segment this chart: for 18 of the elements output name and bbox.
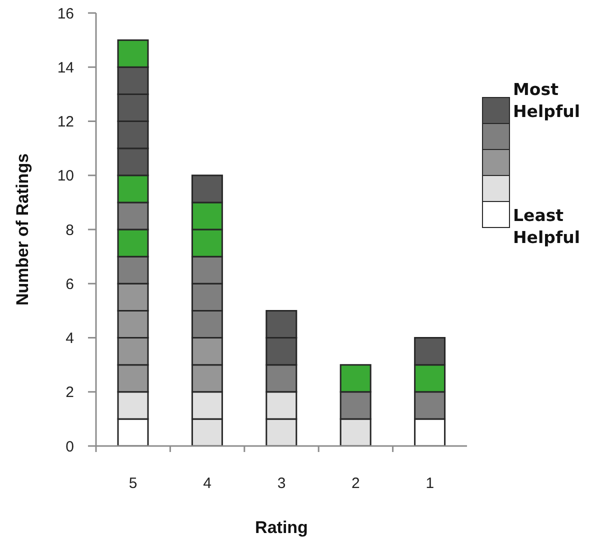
y-tick-label: 2: [66, 384, 74, 402]
x-tick-label: 3: [277, 475, 286, 492]
y-tick-label: 6: [66, 276, 74, 293]
x-tick-label: 5: [128, 475, 138, 492]
text: Least Helpful: [513, 205, 582, 249]
y-tick-label: 8: [66, 222, 74, 239]
y-tick-label: 16: [57, 5, 74, 22]
y-tick-label: 4: [66, 330, 74, 348]
y-axis-title: Number of Ratings: [12, 153, 32, 306]
y-tick-label: 12: [57, 114, 74, 131]
text: Most Helpful: [513, 79, 582, 123]
x-tick-label: 4: [203, 475, 212, 492]
x-tick-label: 2: [352, 475, 360, 492]
y-tick-label: 10: [57, 168, 74, 185]
x-axis-title: Rating: [255, 518, 308, 537]
x-tick-label: 1: [426, 475, 434, 492]
y-tick-label: 0: [66, 438, 74, 456]
y-tick-label: 14: [57, 59, 74, 76]
